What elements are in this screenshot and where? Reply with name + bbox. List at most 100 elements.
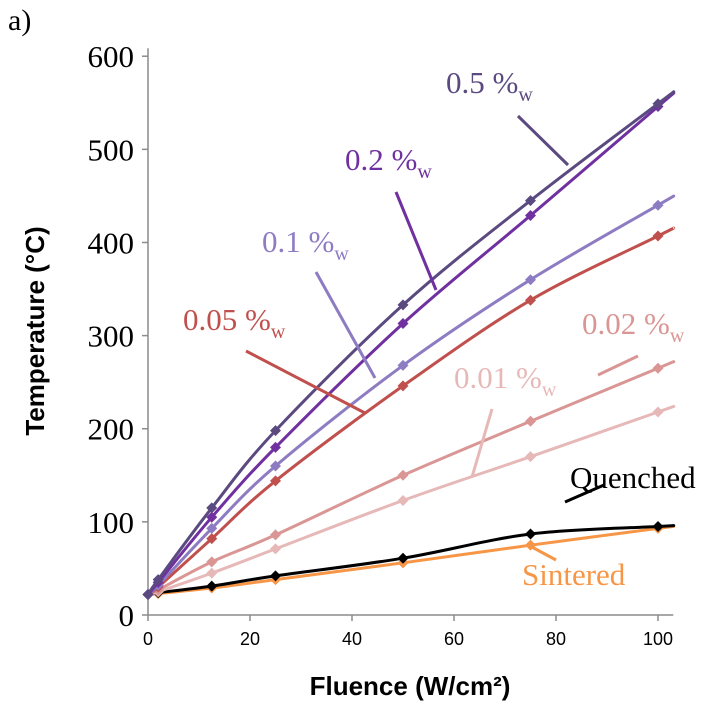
callout-leader-line — [564, 483, 605, 504]
data-point-marker — [652, 521, 664, 533]
x-tick-label: 80 — [546, 629, 566, 649]
data-point-marker — [652, 199, 664, 211]
series-label: Sintered — [522, 557, 626, 592]
data-point-marker — [270, 441, 281, 453]
data-point-marker — [397, 469, 409, 481]
callout-0-5: 0.5 %w — [446, 65, 570, 167]
y-tick-label: 400 — [88, 225, 135, 260]
x-tick-label: 40 — [342, 629, 362, 649]
panel-label: a) — [8, 4, 31, 37]
data-point-marker — [525, 451, 536, 463]
series-line — [147, 194, 676, 596]
data-point-marker — [270, 570, 281, 582]
y-axis-label: Temperature (°C) — [20, 226, 50, 435]
series-label: 0.02 %w — [582, 306, 685, 347]
data-point-marker — [525, 274, 536, 286]
data-point-marker — [525, 209, 536, 221]
series-label-text: 0.01 % — [454, 360, 542, 395]
data-point-marker — [397, 552, 409, 564]
series-lines — [142, 90, 676, 601]
series-label: 0.1 %w — [262, 224, 349, 265]
callout-sintered: Sintered — [522, 544, 626, 592]
data-point-marker — [652, 406, 664, 418]
x-axis-label: Fluence (W/cm²) — [310, 671, 511, 701]
y-tick-label: 600 — [88, 39, 135, 74]
series-label: 0.5 %w — [446, 65, 533, 106]
data-point-marker — [652, 362, 664, 374]
callout-leader-line — [394, 191, 438, 291]
callout-leader-line — [516, 114, 570, 167]
data-point-marker — [525, 294, 536, 306]
callout-leader-line — [314, 271, 377, 379]
data-point-marker — [270, 529, 281, 541]
callout-0-05: 0.05 %w — [183, 302, 366, 415]
x-tick-label: 20 — [240, 629, 260, 649]
series-label: 0.05 %w — [183, 302, 286, 343]
data-point-marker — [652, 98, 664, 110]
data-point-marker — [397, 494, 409, 506]
y-tick-label: 200 — [88, 412, 135, 447]
data-point-marker — [206, 567, 218, 579]
y-tick-label: 300 — [88, 319, 135, 354]
data-point-marker — [206, 533, 218, 545]
series-label: Quenched — [570, 460, 696, 495]
y-tick-label: 100 — [88, 505, 135, 540]
series-0-1 — [142, 194, 676, 601]
callout-leader-line — [597, 354, 639, 377]
axes: 0 100 200 300 400 500 600 0 20 40 60 80 100 — [88, 39, 674, 649]
callout-0-02: 0.02 %w — [582, 306, 685, 377]
series-line — [147, 226, 676, 596]
series-label-subscript: w — [417, 161, 432, 183]
series-0-5 — [142, 90, 676, 601]
series-label-text: Quenched — [570, 460, 696, 495]
data-point-marker — [270, 475, 281, 487]
series-label: 0.01 %w — [454, 360, 557, 401]
series-label-subscript: w — [518, 84, 533, 106]
data-point-marker — [397, 318, 409, 330]
callout-0-2: 0.2 %w — [345, 142, 438, 291]
series-quenched — [142, 521, 676, 601]
y-tick-label: 0 — [119, 598, 135, 633]
data-point-marker — [206, 511, 218, 523]
series-label-subscript: w — [334, 243, 349, 265]
series-label-text: 0.05 % — [183, 302, 271, 337]
series-label-text: Sintered — [522, 557, 626, 592]
x-tick-label: 60 — [444, 629, 464, 649]
data-point-marker — [152, 574, 164, 586]
series-callouts: 0.5 %w0.2 %w0.1 %w0.05 %w 0.02 %w0.01 %wQ… — [183, 65, 696, 592]
data-point-marker — [525, 415, 536, 427]
series-line — [147, 360, 676, 596]
series-label-text: 0.02 % — [582, 306, 670, 341]
data-point-marker — [206, 556, 218, 568]
data-point-marker — [270, 425, 281, 437]
series-label-subscript: w — [271, 321, 286, 343]
series-line — [147, 404, 676, 596]
data-point-marker — [206, 580, 218, 592]
callout-leader-line — [245, 349, 366, 415]
callout-leader-line — [529, 544, 557, 562]
data-point-marker — [142, 589, 154, 601]
series-label-subscript: w — [670, 325, 685, 347]
series-label-text: 0.2 % — [345, 142, 417, 177]
data-point-marker — [270, 543, 281, 555]
series-label-text: 0.5 % — [446, 65, 518, 100]
data-point-marker — [397, 359, 409, 371]
series-label-text: 0.1 % — [262, 224, 334, 259]
callout-leader-line — [470, 408, 494, 478]
data-point-marker — [525, 195, 536, 207]
callout-0-1: 0.1 %w — [262, 224, 377, 379]
series-line — [146, 90, 676, 596]
callout-quenched: Quenched — [564, 460, 696, 504]
callout-0-01: 0.01 %w — [454, 360, 557, 478]
data-point-marker — [397, 380, 409, 392]
y-tick-label: 500 — [88, 132, 135, 167]
data-point-marker — [270, 460, 281, 472]
data-point-marker — [525, 528, 536, 540]
series-line — [147, 524, 676, 596]
data-point-marker — [206, 502, 218, 514]
data-point-marker — [397, 299, 409, 311]
series-label: 0.2 %w — [345, 142, 432, 183]
x-tick-label: 100 — [643, 629, 673, 649]
data-point-marker — [206, 522, 218, 534]
